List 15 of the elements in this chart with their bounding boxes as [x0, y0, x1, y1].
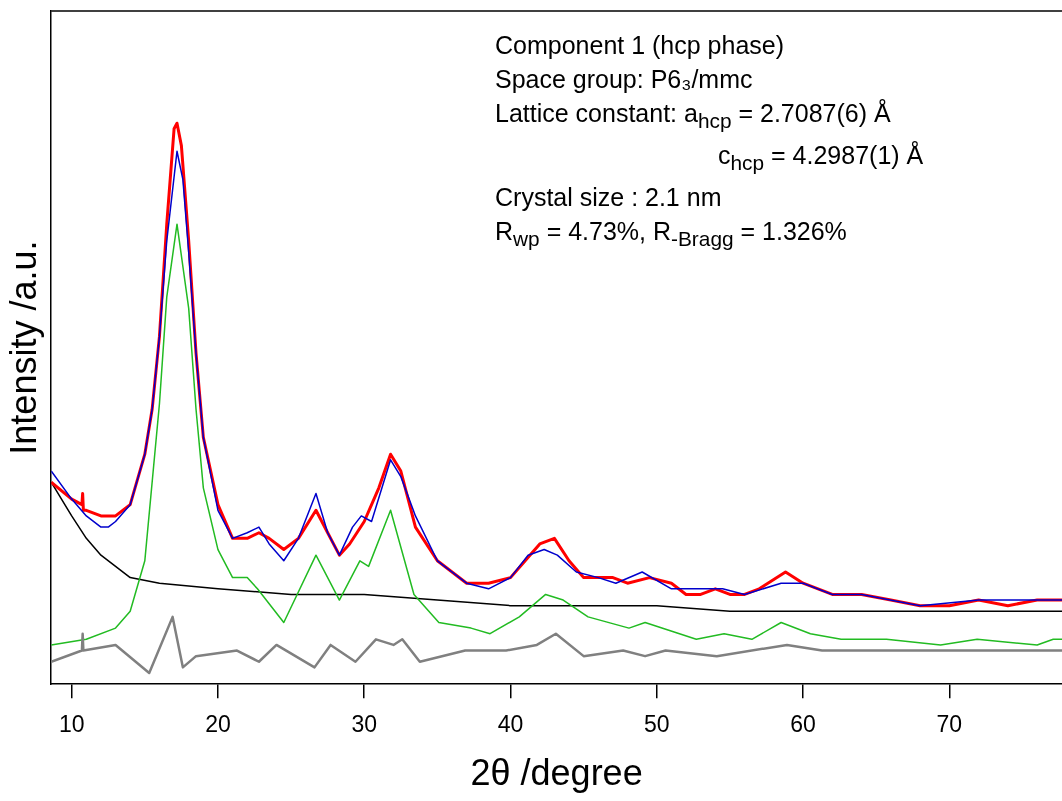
x-tick-label: 50: [644, 711, 670, 738]
annotation: R$_{wp}$ = 4.73%, R$_{-Bragg}$ = 1.326%: [495, 216, 848, 252]
x-tick-label: 70: [936, 711, 963, 738]
x-tick-label: 30: [351, 711, 378, 738]
annotation: Lattice constant: a$_{hcp}$ = 2.7087(6) Å: [495, 98, 892, 134]
x-tick-label: 60: [790, 711, 816, 738]
x-axis-title: 2θ /degree: [470, 752, 643, 794]
annotation: Crystal size : 2.1 nm: [495, 182, 723, 213]
x-tick-label: 40: [497, 711, 524, 738]
y-axis-title: Intensity /a.u.: [2, 240, 44, 455]
text: Space group: P6₃/mmc: [495, 64, 754, 95]
annotation: c$_{hcp}$ = 4.2987(1) Å: [717, 140, 924, 176]
x-tick-label: 10: [58, 711, 85, 738]
text: Component 1 (hcp phase): [495, 30, 786, 61]
x-tick-label: 20: [205, 711, 231, 738]
